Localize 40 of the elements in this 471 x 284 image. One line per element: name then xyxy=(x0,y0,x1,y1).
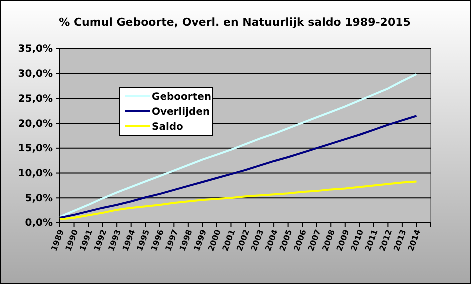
y-tick-label: 30,0% xyxy=(18,69,53,80)
line-series xyxy=(59,73,418,218)
y-tick-label: 10,0% xyxy=(18,168,53,180)
legend-label: Saldo xyxy=(152,122,184,133)
y-tick-label: 0,0% xyxy=(25,218,53,230)
x-tick-label: 1995 xyxy=(135,228,152,253)
x-tick-label: 2003 xyxy=(250,228,266,253)
x-tick-label: 2008 xyxy=(320,228,338,253)
x-tick-label: 1996 xyxy=(150,228,166,253)
x-tick-label: 1997 xyxy=(164,228,180,253)
x-tick-label: 2005 xyxy=(278,228,294,253)
x-tick-label: 1989 xyxy=(50,228,66,253)
x-tick-label: 2006 xyxy=(292,228,309,253)
x-tick-label: 1990 xyxy=(64,228,80,253)
legend-label: Overlijden xyxy=(152,107,210,118)
x-tick-label: 2014 xyxy=(406,228,423,253)
x-tick-label: 1998 xyxy=(178,228,194,253)
x-tick-label: 2009 xyxy=(335,228,352,253)
x-tick-label: 2007 xyxy=(306,228,323,253)
x-tick-label: 1994 xyxy=(121,228,138,253)
y-tick-label: 20,0% xyxy=(18,118,53,130)
x-tick-label: 2002 xyxy=(235,228,252,253)
x-tick-label: 2004 xyxy=(264,228,280,253)
x-tick-label: 2011 xyxy=(364,228,380,253)
y-tick-label: 15,0% xyxy=(18,144,53,155)
y-tick-label: 35,0% xyxy=(18,44,53,56)
y-tick-label: 5,0% xyxy=(25,193,53,204)
x-tick-label: 2012 xyxy=(378,228,394,253)
x-tick-label: 1993 xyxy=(106,228,123,253)
x-tick-label: 1999 xyxy=(192,228,209,253)
y-tick-label: 25,0% xyxy=(18,94,53,105)
x-tick-label: 1992 xyxy=(92,228,109,253)
legend-label: Geboorten xyxy=(152,92,212,103)
chart-title: % Cumul Geboorte, Overl. en Natuurlijk saldo 1989-2015 xyxy=(59,16,411,29)
x-tick-label: 2013 xyxy=(392,228,408,253)
x-tick-label: 2000 xyxy=(206,228,223,253)
x-tick-label: 2001 xyxy=(221,228,238,253)
x-tick-label: 2010 xyxy=(349,228,366,253)
x-tick-label: 1991 xyxy=(78,228,95,253)
line-series xyxy=(59,180,418,221)
